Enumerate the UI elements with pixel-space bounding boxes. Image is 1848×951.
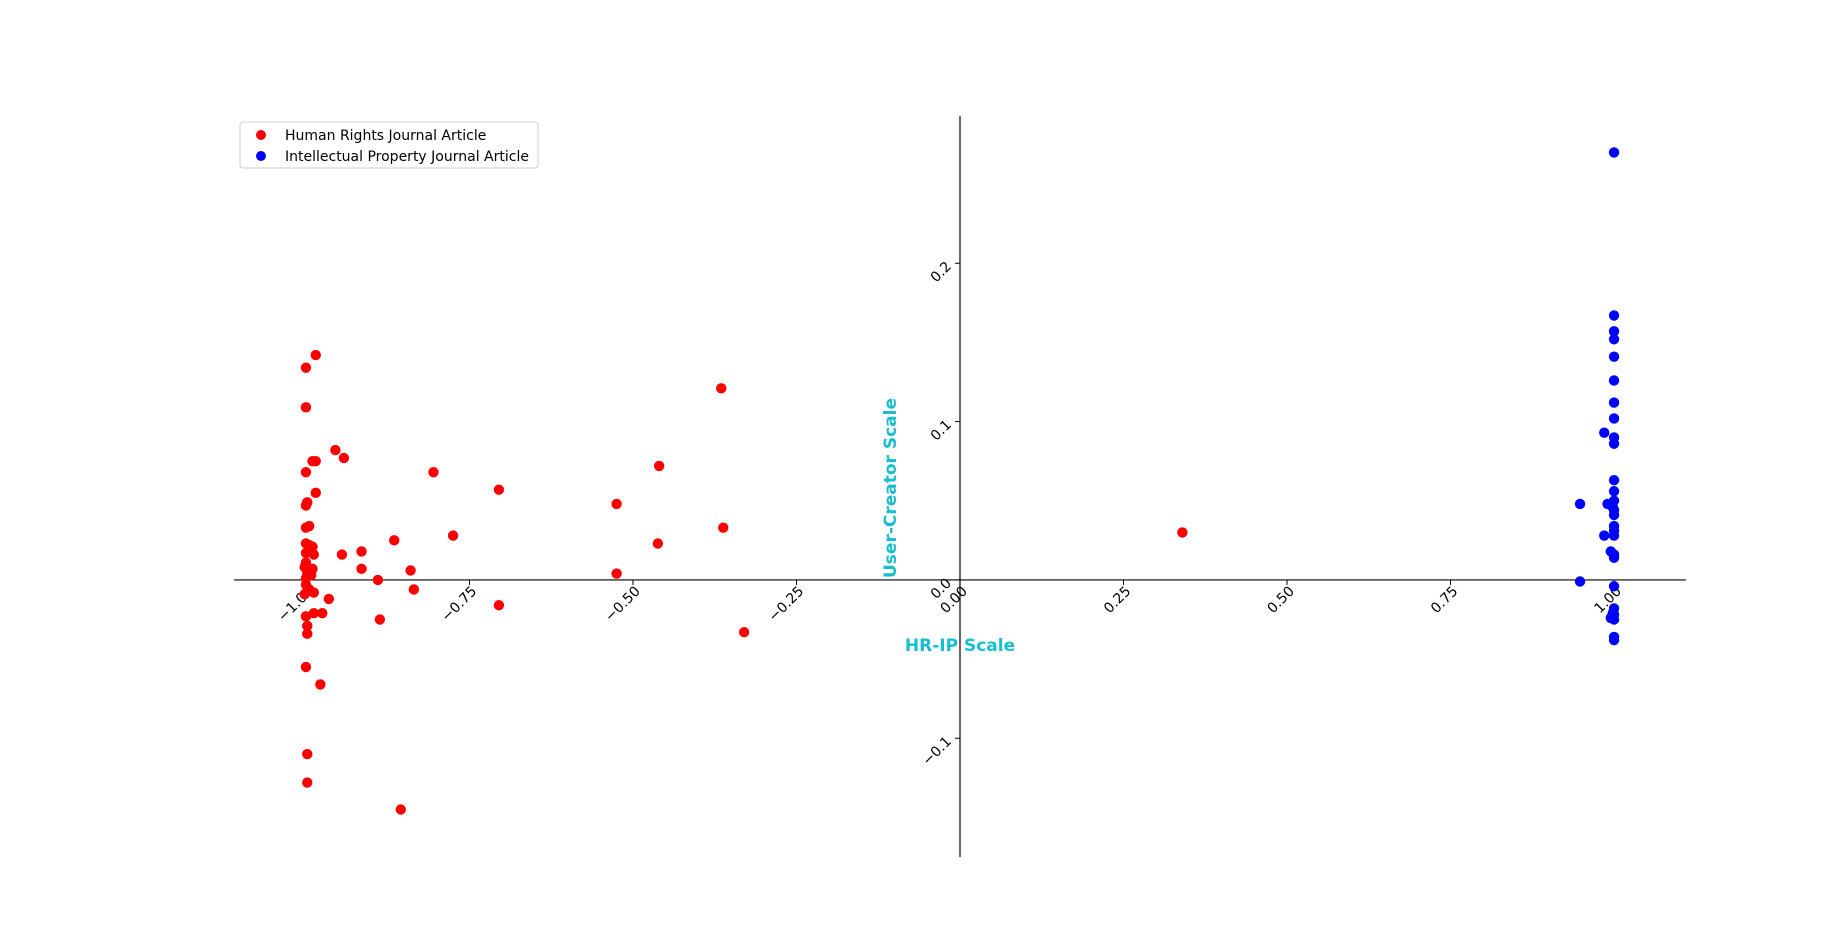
legend-marker-human-rights	[256, 130, 266, 140]
intellectual-property-point	[1599, 427, 1610, 438]
data-points	[299, 147, 1620, 815]
human-rights-point	[308, 587, 319, 598]
human-rights-point	[310, 487, 321, 499]
intellectual-property-point	[1608, 634, 1620, 646]
human-rights-point	[493, 484, 505, 495]
tick-marks: −1.00 −0.75 −0.50 −0.25 0.00 0.25 0.50 0.75 1.00…	[275, 259, 1625, 769]
x-tick-label: 0.75	[1428, 583, 1461, 616]
human-rights-point	[611, 568, 622, 579]
human-rights-point	[302, 628, 313, 639]
intellectual-property-point	[1574, 498, 1586, 510]
human-rights-point	[310, 349, 321, 361]
intellectual-property-point	[1608, 326, 1620, 337]
intellectual-property-point	[1608, 552, 1620, 563]
human-rights-point	[395, 804, 406, 815]
legend-frame	[239, 121, 539, 169]
human-rights-point	[300, 402, 312, 413]
human-rights-point	[356, 563, 367, 575]
human-rights-point	[738, 626, 750, 638]
human-rights-point	[315, 679, 326, 690]
intellectual-property-point	[1608, 351, 1620, 362]
legend-marker-intellectual-property	[256, 151, 266, 161]
human-rights-point	[718, 522, 729, 533]
human-rights-point	[307, 541, 318, 552]
human-rights-point	[653, 460, 665, 472]
human-rights-point	[405, 565, 416, 576]
human-rights-point	[493, 600, 505, 611]
human-rights-point	[323, 593, 335, 605]
legend-label-human-rights: Human Rights Journal Article	[285, 128, 486, 144]
x-tick-label: −0.50	[602, 583, 644, 625]
y-axis-title: User-Creator Scale	[881, 398, 901, 578]
intellectual-property-point	[1608, 310, 1620, 321]
intellectual-property-point	[1608, 375, 1620, 386]
human-rights-point	[304, 520, 315, 532]
human-rights-point	[300, 661, 312, 673]
x-tick-label: −0.25	[766, 583, 808, 625]
human-rights-point	[300, 547, 312, 559]
intellectual-property-point	[1608, 509, 1620, 521]
human-rights-point	[302, 748, 313, 760]
y-tick-label: 0.1	[928, 417, 955, 444]
x-axis-title: HR-IP Scale	[905, 636, 1015, 656]
y-tick-label: 0.2	[928, 259, 955, 286]
human-rights-point	[300, 467, 312, 478]
intellectual-property-point	[1608, 581, 1620, 592]
human-rights-point	[428, 467, 439, 478]
intellectual-property-point	[1608, 530, 1620, 541]
human-rights-point	[389, 535, 400, 546]
human-rights-point	[299, 588, 310, 600]
human-rights-point	[447, 530, 459, 541]
human-rights-point	[317, 607, 328, 619]
legend-label-intellectual-property: Intellectual Property Journal Article	[285, 149, 529, 165]
human-rights-point	[1177, 527, 1188, 538]
x-tick-label: 0.25	[1101, 583, 1134, 616]
intellectual-property-point	[1608, 438, 1620, 449]
human-rights-point	[302, 620, 313, 632]
human-rights-point	[330, 444, 341, 456]
human-rights-point	[302, 497, 313, 508]
intellectual-property-point	[1608, 334, 1620, 345]
x-tick-label: 0.50	[1264, 583, 1297, 616]
intellectual-property-point	[1599, 530, 1610, 541]
human-rights-point	[300, 611, 312, 622]
human-rights-point	[336, 549, 348, 560]
human-rights-point	[611, 498, 622, 510]
human-rights-point	[310, 455, 321, 467]
human-rights-point	[408, 584, 420, 595]
axes	[234, 116, 1686, 857]
human-rights-point	[302, 777, 313, 788]
human-rights-point	[338, 452, 350, 464]
intellectual-property-point	[1608, 614, 1620, 625]
human-rights-point	[300, 362, 312, 373]
human-rights-point	[652, 538, 664, 549]
human-rights-point	[374, 614, 386, 625]
x-tick-label: −0.75	[439, 583, 481, 625]
y-tick-label: −0.1	[919, 734, 954, 769]
human-rights-point	[308, 607, 319, 619]
intellectual-property-point	[1608, 147, 1620, 158]
intellectual-property-point	[1608, 474, 1620, 486]
legend: Human Rights Journal Article Intellectua…	[239, 121, 539, 169]
human-rights-point	[372, 574, 384, 586]
intellectual-property-point	[1608, 413, 1620, 424]
intellectual-property-point	[1608, 397, 1620, 408]
intellectual-property-point	[1574, 576, 1586, 587]
human-rights-point	[356, 546, 367, 557]
human-rights-point	[716, 383, 727, 394]
human-rights-point	[308, 549, 319, 560]
intellectual-property-point	[1608, 486, 1620, 497]
